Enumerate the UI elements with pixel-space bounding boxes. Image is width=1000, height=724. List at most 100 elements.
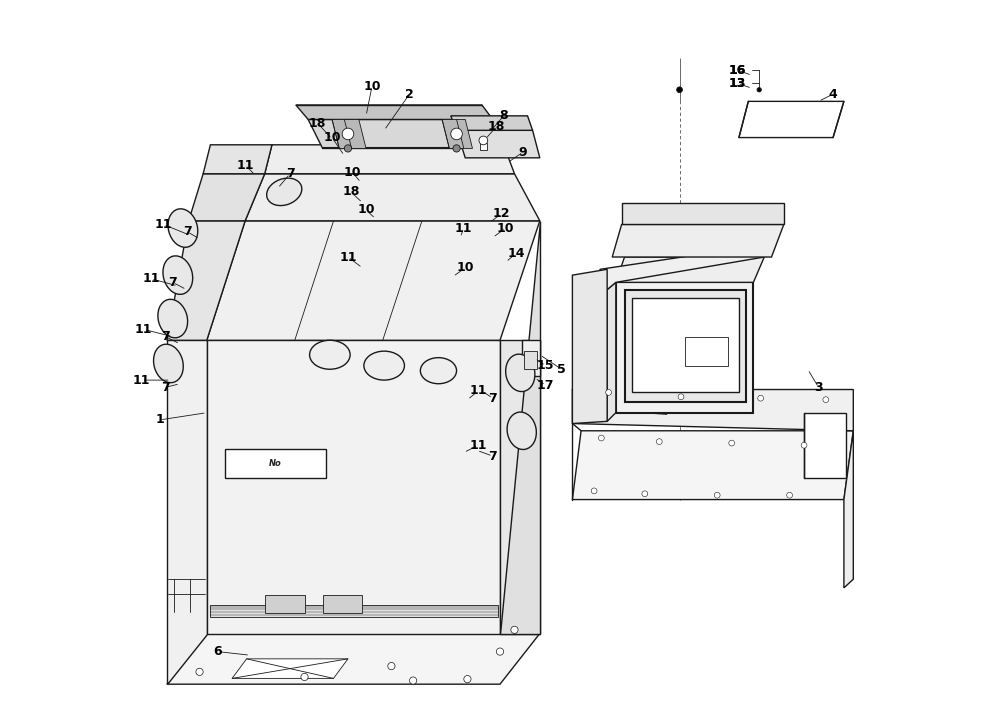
Text: 12: 12	[493, 207, 510, 220]
Circle shape	[678, 394, 684, 400]
Circle shape	[496, 648, 504, 655]
Circle shape	[758, 395, 764, 401]
Text: 7: 7	[161, 381, 170, 394]
Ellipse shape	[507, 412, 536, 450]
Text: 11: 11	[155, 218, 172, 231]
Polygon shape	[332, 119, 366, 148]
Polygon shape	[500, 221, 540, 634]
Polygon shape	[804, 413, 846, 478]
Bar	[524, 351, 537, 369]
Text: 16: 16	[729, 64, 746, 77]
Polygon shape	[210, 605, 498, 617]
Text: 11: 11	[470, 384, 487, 397]
Ellipse shape	[310, 340, 350, 369]
Text: 8: 8	[499, 109, 508, 122]
Text: 10: 10	[323, 131, 341, 144]
Polygon shape	[572, 431, 853, 500]
Polygon shape	[225, 449, 326, 478]
Circle shape	[642, 491, 648, 497]
Text: 9: 9	[519, 146, 527, 159]
Bar	[685, 337, 728, 366]
Text: 10: 10	[497, 222, 515, 235]
Ellipse shape	[163, 256, 193, 295]
Circle shape	[606, 390, 611, 395]
Circle shape	[757, 88, 761, 92]
Text: 7: 7	[286, 167, 294, 180]
Ellipse shape	[506, 354, 535, 392]
Polygon shape	[207, 340, 500, 634]
Polygon shape	[457, 130, 540, 158]
Circle shape	[511, 626, 518, 634]
Circle shape	[410, 677, 417, 684]
Text: 18: 18	[309, 117, 326, 130]
Polygon shape	[203, 145, 272, 174]
Polygon shape	[600, 246, 764, 290]
Circle shape	[301, 673, 308, 681]
Polygon shape	[612, 224, 784, 257]
Polygon shape	[167, 221, 245, 340]
Polygon shape	[207, 221, 540, 340]
Circle shape	[453, 145, 460, 152]
Circle shape	[591, 488, 597, 494]
Ellipse shape	[154, 344, 183, 383]
Text: 10: 10	[344, 166, 361, 179]
Circle shape	[479, 136, 488, 145]
Text: 10: 10	[363, 80, 381, 93]
Text: 10: 10	[456, 261, 474, 274]
Polygon shape	[616, 282, 753, 413]
Polygon shape	[572, 269, 607, 424]
Circle shape	[823, 397, 829, 403]
Circle shape	[344, 145, 352, 152]
Ellipse shape	[420, 358, 457, 384]
Polygon shape	[167, 340, 207, 684]
Polygon shape	[632, 298, 739, 392]
Polygon shape	[607, 282, 616, 421]
Polygon shape	[739, 101, 844, 138]
Polygon shape	[572, 390, 853, 431]
Text: 6: 6	[213, 645, 222, 658]
Polygon shape	[167, 634, 540, 684]
Bar	[480, 143, 487, 150]
Ellipse shape	[168, 209, 198, 248]
Polygon shape	[265, 145, 514, 174]
Polygon shape	[522, 340, 540, 376]
Text: 10: 10	[357, 203, 375, 216]
Text: 11: 11	[135, 323, 153, 336]
Ellipse shape	[158, 299, 188, 338]
Text: 3: 3	[814, 381, 823, 394]
Text: 7: 7	[161, 330, 170, 343]
Text: 7: 7	[488, 392, 497, 405]
Text: No: No	[269, 459, 282, 468]
Polygon shape	[308, 119, 504, 148]
Polygon shape	[451, 116, 533, 130]
Circle shape	[787, 492, 792, 498]
Polygon shape	[616, 257, 764, 282]
Text: 1: 1	[155, 413, 164, 426]
Text: 11: 11	[142, 272, 160, 285]
Circle shape	[801, 442, 807, 448]
Text: 16: 16	[729, 64, 746, 77]
Bar	[265, 595, 305, 613]
Polygon shape	[296, 105, 493, 119]
Circle shape	[464, 675, 471, 683]
Polygon shape	[245, 174, 540, 221]
Text: 17: 17	[537, 379, 554, 392]
Circle shape	[451, 128, 462, 140]
Text: 5: 5	[557, 363, 566, 376]
Ellipse shape	[364, 351, 404, 380]
Polygon shape	[500, 340, 540, 634]
Ellipse shape	[267, 178, 302, 206]
Text: 11: 11	[236, 159, 254, 172]
Circle shape	[342, 128, 354, 140]
Circle shape	[656, 439, 662, 445]
Text: 11: 11	[133, 374, 150, 387]
Polygon shape	[232, 659, 348, 678]
Polygon shape	[622, 203, 784, 224]
Text: 18: 18	[488, 120, 505, 133]
Text: 14: 14	[507, 247, 525, 260]
Circle shape	[196, 668, 203, 675]
Text: 18: 18	[342, 185, 360, 198]
Text: 7: 7	[183, 225, 192, 238]
Polygon shape	[442, 119, 472, 148]
Circle shape	[714, 492, 720, 498]
